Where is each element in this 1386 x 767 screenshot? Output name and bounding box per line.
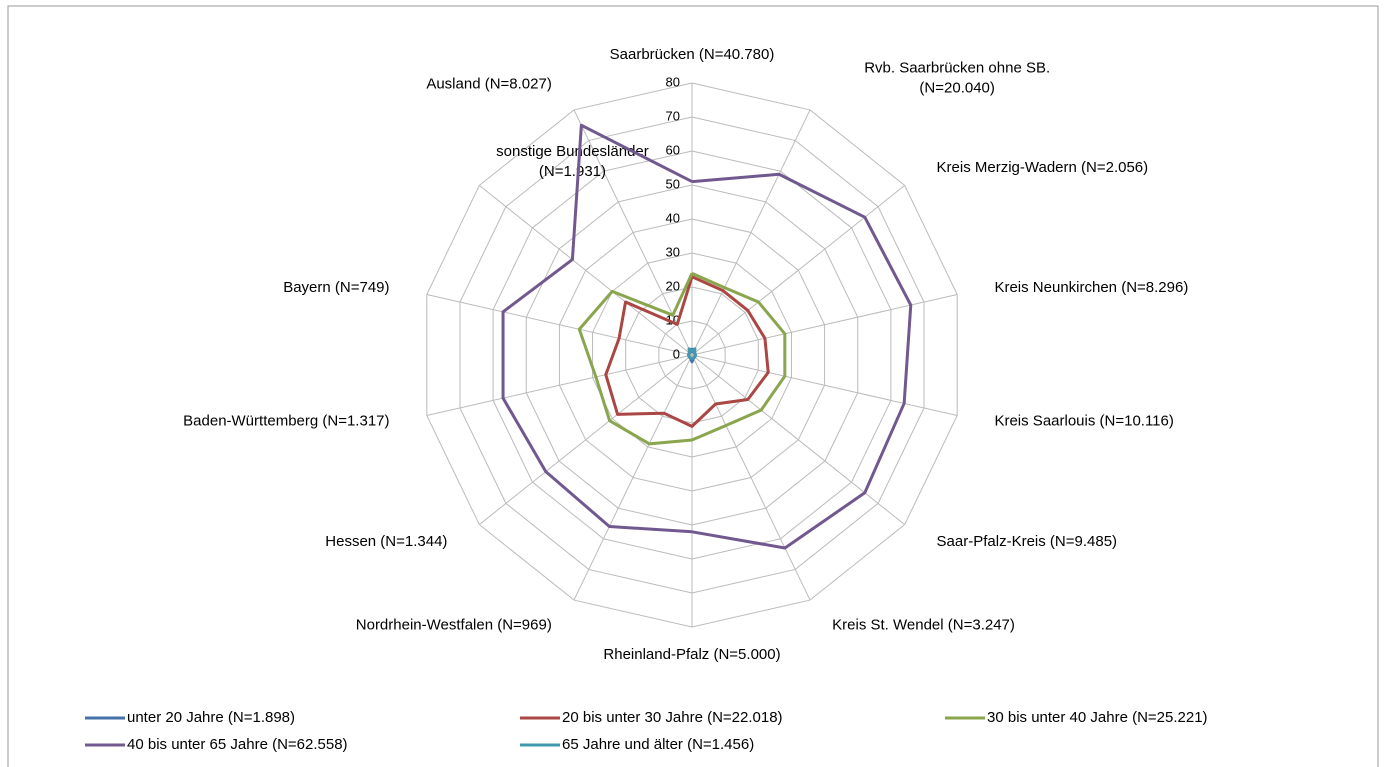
grid-line (658, 320, 726, 390)
category-label: Rvb. Saarbrücken ohne SB. (N=20.040) (864, 60, 1050, 97)
legend-label: unter 20 Jahre (N=1.898) (127, 709, 295, 726)
category-label: Kreis St. Wendel (N=3.247) (832, 616, 1015, 633)
category-label: Hessen (N=1.344) (325, 533, 447, 550)
category-label: Kreis Merzig-Wadern (N=2.056) (937, 159, 1149, 176)
category-label: Kreis Neunkirchen (N=8.296) (994, 279, 1188, 296)
y-tick-label: 60 (666, 142, 680, 157)
legend-label: 20 bis unter 30 Jahre (N=22.018) (562, 709, 783, 726)
series-line (577, 272, 787, 446)
series-line (687, 347, 697, 360)
category-label: Saarbrücken (N=40.780) (610, 46, 775, 63)
y-tick-label: 20 (666, 278, 680, 293)
series-line (604, 275, 770, 428)
category-label: Bayern (N=749) (283, 279, 389, 296)
series-line (501, 123, 913, 550)
frame (7, 5, 1379, 767)
grid-line (558, 218, 826, 492)
category-label: Kreis Saarlouis (N=10.116) (994, 413, 1173, 430)
legend-label: 30 bis unter 40 Jahre (N=25.221) (987, 709, 1208, 726)
category-label: Saar-Pfalz-Kreis (N=9.485) (937, 533, 1117, 550)
y-tick-label: 30 (666, 244, 680, 259)
grid-line (525, 184, 859, 526)
category-label: Rheinland-Pfalz (N=5.000) (603, 646, 780, 663)
y-tick-label: 50 (666, 176, 680, 191)
category-label: Nordrhein-Westfalen (N=969) (356, 616, 552, 633)
grid-line (459, 116, 925, 594)
grid-line (592, 252, 792, 458)
y-tick-label: 40 (666, 210, 680, 225)
category-label: Ausland (N=8.027) (426, 76, 552, 93)
category-label: Baden-Württemberg (N=1.317) (183, 413, 389, 430)
category-label: sonstige Bundesländer (N=1.931) (496, 143, 649, 180)
grid-line (426, 82, 958, 628)
legend-label: 65 Jahre und älter (N=1.456) (562, 736, 754, 753)
y-tick-label: 70 (666, 108, 680, 123)
grid-line (625, 286, 759, 424)
y-tick-label: 80 (666, 74, 680, 89)
legend-label: 40 bis unter 65 Jahre (N=62.558) (127, 736, 348, 753)
y-tick-label: 0 (673, 346, 680, 361)
grid-line (492, 150, 892, 560)
